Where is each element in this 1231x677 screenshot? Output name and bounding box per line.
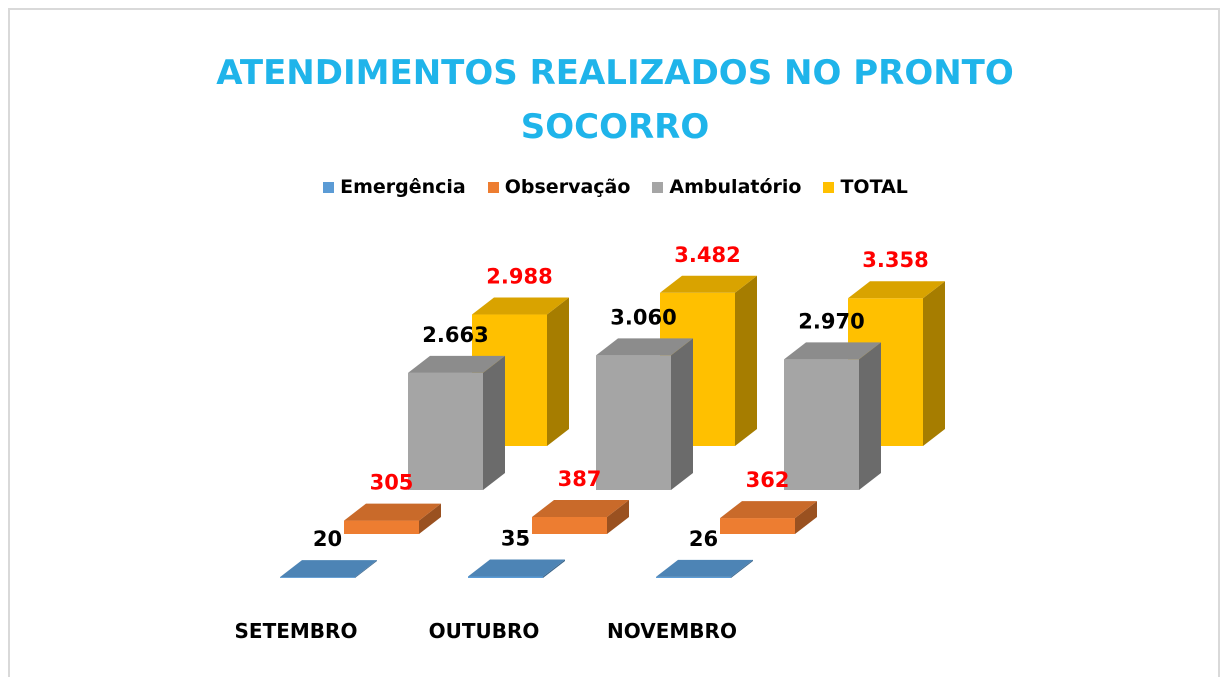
bar-side [735,275,757,446]
bar-side [859,342,881,490]
data-label: 26 [689,527,718,551]
bar [784,342,881,490]
bar-top [784,342,881,360]
bar-side [607,499,629,534]
legend-swatch [652,181,664,193]
bar-top [656,559,753,577]
data-label: 2.970 [798,309,864,333]
legend-swatch [323,181,335,193]
bar [660,275,757,446]
bar-front [408,372,483,490]
bar [344,503,441,534]
legend-swatch [487,181,499,193]
x-tick-label: SETEMBRO [235,619,358,643]
bar-front [596,355,671,490]
bar-front [720,518,795,534]
data-label: 305 [370,471,414,495]
bar-side [923,281,945,446]
legend-item: Observação [487,176,631,198]
bar-side [419,503,441,534]
bar-front [656,576,731,578]
bar-side [795,501,817,534]
data-label: 3.060 [610,305,676,329]
x-tick-label: NOVEMBRO [607,619,737,643]
data-label: 20 [313,527,342,551]
bar-top [468,559,565,577]
bar [656,559,753,578]
bar-top [280,560,377,578]
bar [280,560,377,578]
bar [596,338,693,490]
legend-label: Emergência [340,176,466,198]
bar [532,499,629,534]
data-label: 3.358 [862,248,928,272]
bar [408,355,505,490]
legend-item: TOTAL [823,176,908,198]
bar-side [731,559,753,578]
bar [468,559,565,578]
bar-top [660,275,757,293]
legend-label: TOTAL [840,176,908,198]
data-label: 362 [746,468,790,492]
legend: Emergência Observação Ambulatório TOTAL [0,176,1231,198]
data-label: 2.663 [422,323,488,347]
bar-top [720,501,817,519]
bar-top [532,499,629,517]
bar-front [532,516,607,534]
bar-side [483,355,505,490]
legend-swatch [823,181,835,193]
x-tick-label: OUTUBRO [429,619,540,643]
bar-front [280,577,355,578]
bar-top [472,297,569,315]
bar-side [547,297,569,446]
legend-label: Observação [504,176,631,198]
data-label: 2.988 [486,265,552,289]
bar-front [784,359,859,490]
bar-side [671,338,693,490]
bar-top [344,503,441,521]
legend-label: Ambulatório [669,176,802,198]
chart-title: ATENDIMENTOS REALIZADOS NO PRONTO SOCORR… [216,53,1014,147]
data-label: 35 [501,526,530,550]
bar [720,501,817,534]
bar-side [543,559,565,578]
legend-item: Emergência [323,176,466,198]
legend-item: Ambulatório [652,176,801,198]
bar-top [408,355,505,373]
bar-top [596,338,693,356]
data-label: 387 [558,467,602,491]
bar-top [848,281,945,299]
data-label: 3.482 [674,243,740,267]
bar-front [468,576,543,578]
bar-front [344,520,419,534]
chart-frame [8,8,1220,677]
bar-side [355,560,377,578]
